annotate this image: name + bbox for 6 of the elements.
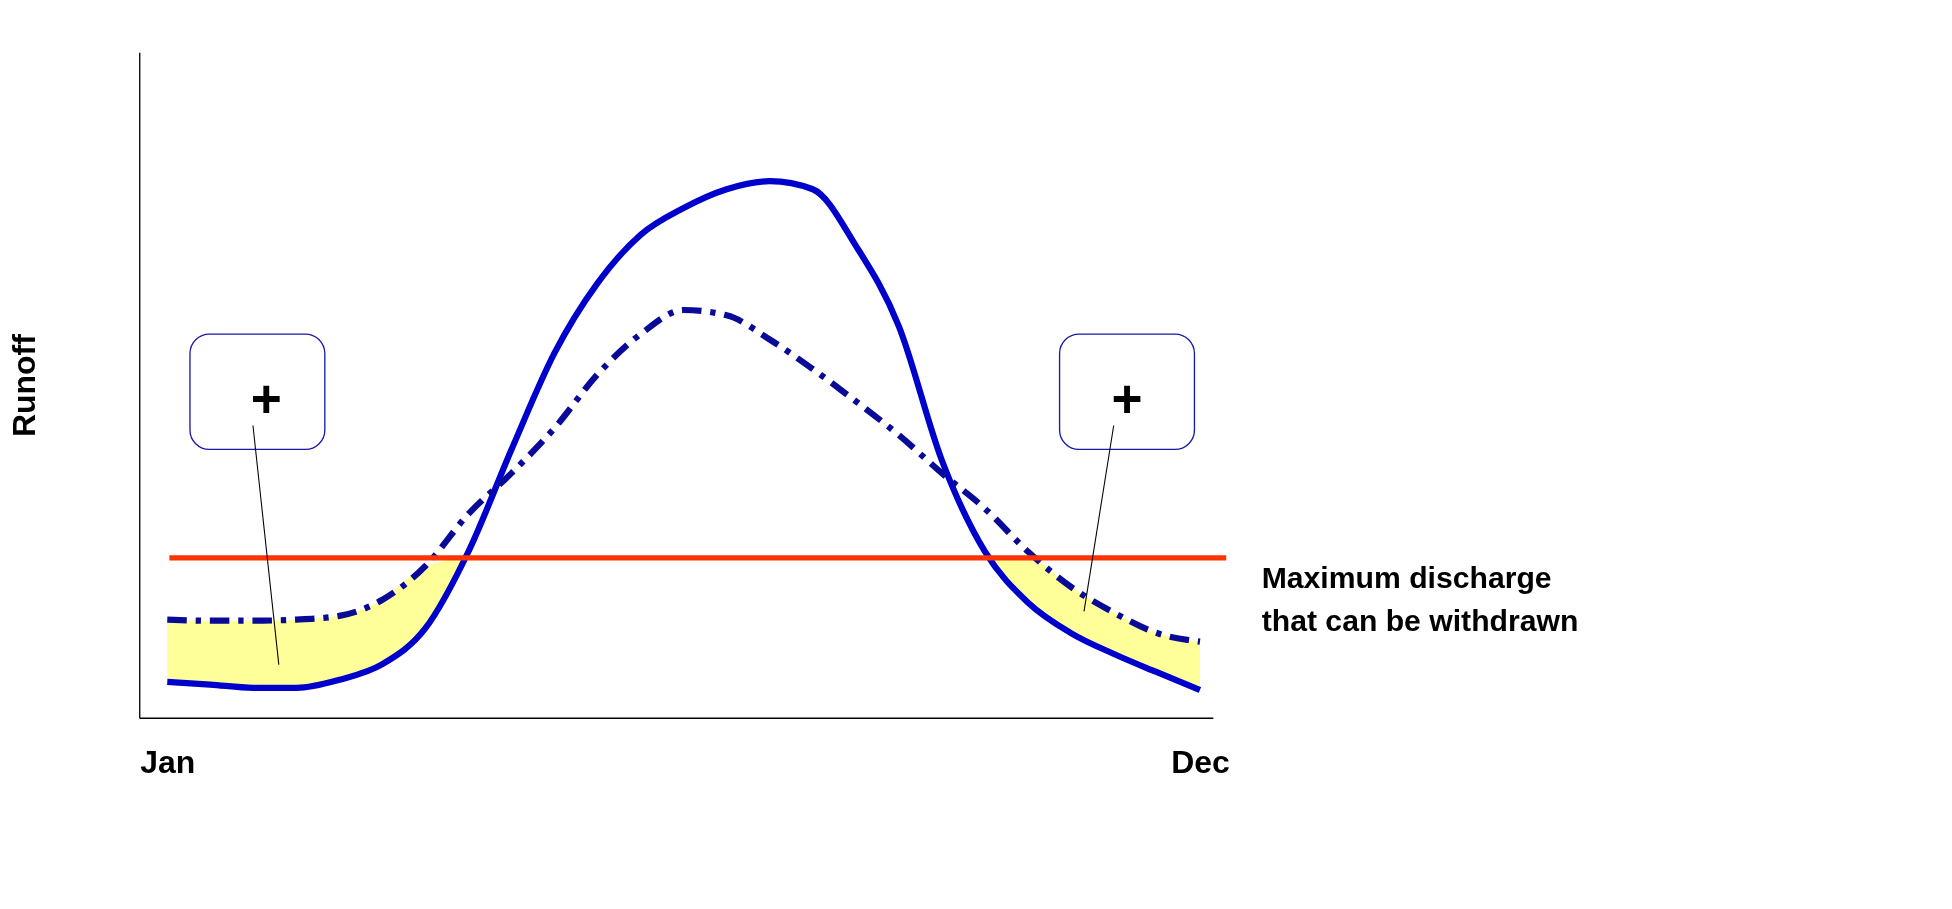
- annotation: +: [1111, 368, 1143, 428]
- annotation: +: [250, 368, 282, 428]
- ref-line-label: Maximum discharge that can be withdrawn: [1261, 561, 1579, 637]
- x-tick-label: Dec: [1171, 744, 1230, 781]
- x-tick-label: Jan: [140, 744, 196, 781]
- y-axis-title: Runoff: [6, 333, 43, 437]
